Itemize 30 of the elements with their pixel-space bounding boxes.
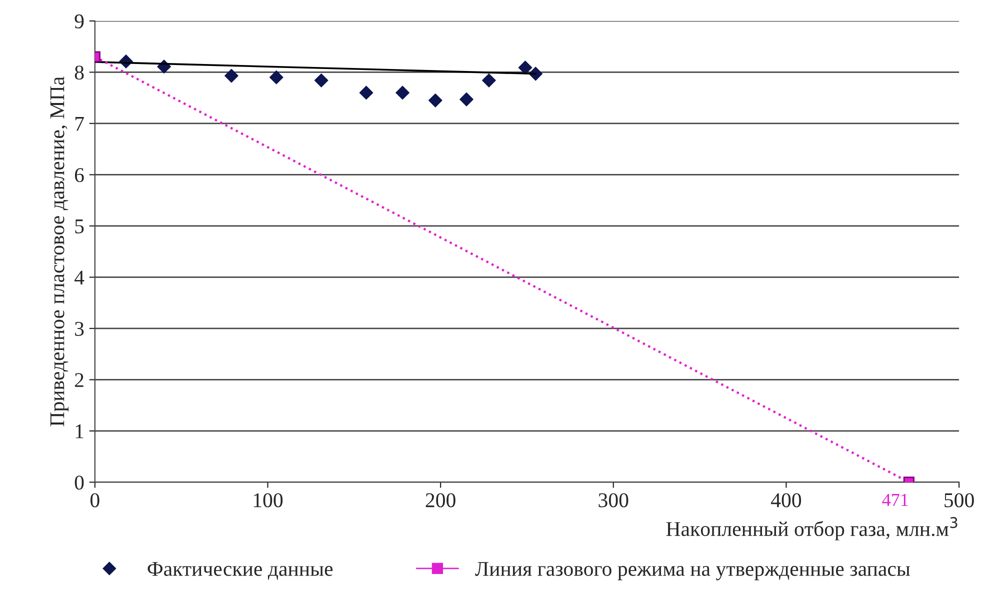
- y-tick-label: 6: [74, 168, 84, 182]
- y-tick-label: 9: [74, 14, 84, 28]
- point: [269, 70, 284, 84]
- y-tick-label: 3: [75, 322, 84, 336]
- y-tick-label: 7: [75, 117, 84, 131]
- x-tick-label: 300: [598, 493, 628, 508]
- point: [396, 86, 410, 100]
- y-tick-label: 8: [74, 66, 84, 80]
- y-tick-label: 5: [75, 220, 84, 234]
- y-axis-title: Приведенное пластовое давление, МПа: [50, 76, 69, 426]
- y-tick-label: 2: [74, 373, 84, 387]
- point: [518, 60, 532, 75]
- x-tick-label: 0: [90, 493, 100, 508]
- legend-label: Линия газового режима на утвержденные запасы: [475, 562, 910, 580]
- x-axis-title: Накопленный отбор газа, млн.м$^{3}$: [666, 517, 958, 540]
- point: [359, 86, 374, 100]
- x-tick-label: 200: [426, 493, 456, 508]
- point: [428, 93, 442, 108]
- y-tick-label: 1: [76, 424, 84, 438]
- x-tick-label: 100: [254, 493, 283, 508]
- y-tick-label: 4: [74, 270, 84, 284]
- point: [314, 73, 328, 88]
- y-tick-label: 0: [74, 476, 84, 490]
- point: [224, 68, 238, 83]
- point: [460, 92, 474, 106]
- x-tick-label: 400: [770, 493, 802, 508]
- annotation: 471: [882, 494, 908, 506]
- x-tick-label: 500: [944, 493, 974, 508]
- legend-label: Фактические данные: [148, 562, 333, 580]
- point: [482, 73, 496, 88]
